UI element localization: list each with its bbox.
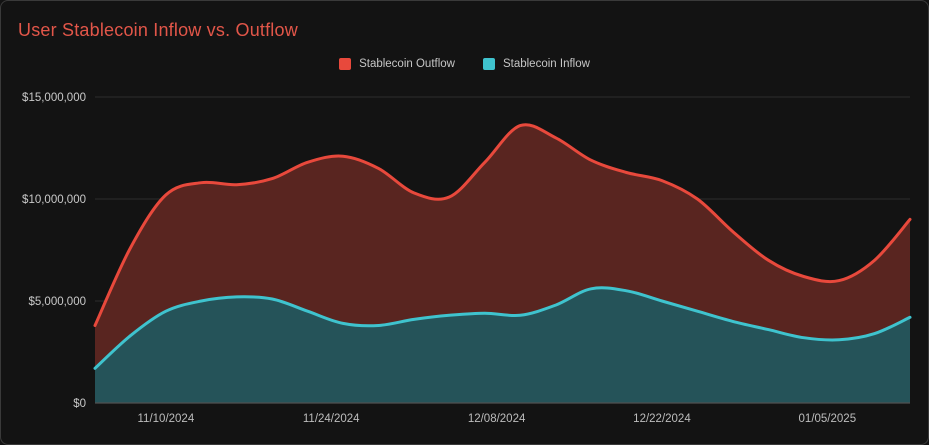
legend-label-outflow: Stablecoin Outflow — [359, 58, 455, 70]
y-axis-tick-label: $0 — [73, 398, 86, 410]
chart-legend: Stablecoin Outflow Stablecoin Inflow — [0, 58, 929, 70]
area-chart-plot[interactable]: $0 $5,000,000 $10,000,000 $15,000,000 11/10/… — [0, 85, 929, 445]
y-axis-tick-label: $10,000,000 — [22, 194, 86, 206]
x-axis-tick-label: 12/08/2024 — [468, 413, 526, 425]
x-axis-tick-label: 11/24/2024 — [303, 413, 360, 425]
series-line-stablecoin-inflow — [93, 286, 912, 370]
chart-title: User Stablecoin Inflow vs. Outflow — [18, 20, 298, 40]
legend-label-inflow: Stablecoin Inflow — [502, 58, 590, 70]
legend-item-inflow[interactable]: Stablecoin Inflow — [482, 58, 590, 70]
outflow-swatch-icon — [339, 58, 352, 70]
y-axis-tick-label: $5,000,000 — [28, 296, 86, 308]
series-line-stablecoin-outflow — [93, 123, 912, 327]
x-axis-tick-label: 12/22/2024 — [633, 413, 691, 425]
x-axis-tick-label: 01/05/2025 — [799, 413, 857, 425]
x-axis-tick-label: 11/10/2024 — [138, 413, 195, 425]
legend-item-outflow[interactable]: Stablecoin Outflow — [339, 58, 455, 70]
inflow-swatch-icon — [482, 58, 495, 70]
y-axis-tick-label: $15,000,000 — [22, 92, 86, 104]
series-area-stablecoin-inflow — [95, 287, 910, 403]
